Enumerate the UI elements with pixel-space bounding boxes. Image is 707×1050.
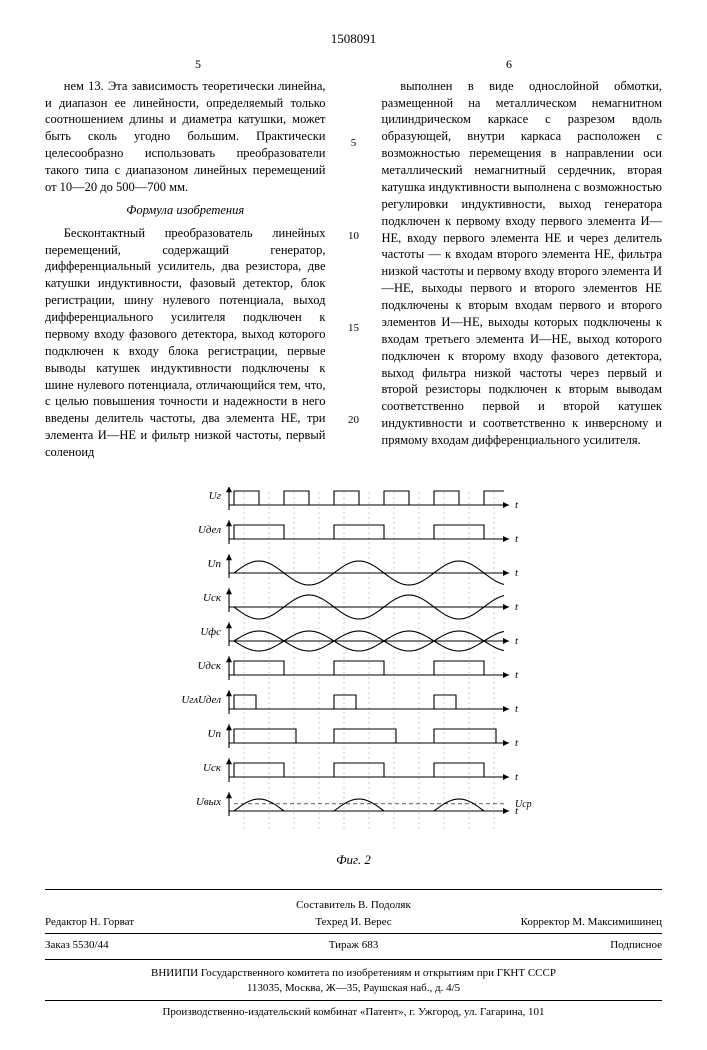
corrector: Корректор М. Максимишинец [456,915,662,930]
subscription: Подписное [456,938,662,953]
formula-title: Формула изобретения [45,202,326,219]
svg-text:t: t [515,533,519,545]
line-numbers: 5101520 [346,78,362,467]
col-right-no: 6 [506,56,512,72]
patent-number: 1508091 [45,30,662,48]
col-left-no: 5 [195,56,201,72]
svg-text:Uдск: Uдск [197,660,221,672]
tiraj: Тираж 683 [251,938,457,953]
body-columns: нем 13. Эта зависимость теоретически лин… [45,78,662,467]
svg-text:UгᴧUдел: UгᴧUдел [181,694,221,706]
svg-text:t: t [515,737,519,749]
svg-text:Uср: Uср [515,799,532,810]
svg-text:Uп: Uп [207,558,221,570]
figure-2: Uг t Uдел t Uп t Uск t Uфс t Uдск t UгᴧUдел t Uп t Uск t U… [45,487,662,869]
org2: 113035, Москва, Ж—35, Раушская наб., д. … [45,981,662,996]
org-block: ВНИИПИ Государственного комитета по изоб… [45,959,662,1020]
left-p1: нем 13. Эта зависимость теоретически лин… [45,78,326,196]
org3: Производственно-издательский комбинат «П… [45,1000,662,1020]
svg-text:t: t [515,635,519,647]
order-no: Заказ 5530/44 [45,938,251,953]
tech-editor: Техред И. Верес [251,915,457,930]
svg-text:Uп: Uп [207,728,221,740]
column-numbers: 5 6 [45,56,662,72]
svg-text:Uвых: Uвых [195,796,220,808]
right-p1: выполнен в виде однослойной обмотки, раз… [382,78,663,449]
figure-label: Фиг. 2 [45,851,662,869]
left-p2: Бесконтактный преобразователь линейных п… [45,225,326,461]
left-column: нем 13. Эта зависимость теоретически лин… [45,78,326,467]
timing-diagram: Uг t Uдел t Uп t Uск t Uфс t Uдск t UгᴧUдел t Uп t Uск t U… [174,487,534,847]
editor: Редактор Н. Горват [45,915,251,930]
svg-text:t: t [515,669,519,681]
composer: Составитель В. Подоляк [296,898,411,913]
svg-text:t: t [515,567,519,579]
svg-text:t: t [515,771,519,783]
svg-text:Uфс: Uфс [200,626,221,638]
svg-text:Uск: Uск [203,762,222,774]
svg-text:Uг: Uг [208,490,221,502]
org1: ВНИИПИ Государственного комитета по изоб… [45,966,662,981]
right-column: выполнен в виде однослойной обмотки, раз… [382,78,663,467]
svg-text:Uск: Uск [203,592,222,604]
svg-text:Uдел: Uдел [197,524,220,536]
svg-text:t: t [515,703,519,715]
svg-text:t: t [515,601,519,613]
svg-text:t: t [515,499,519,511]
